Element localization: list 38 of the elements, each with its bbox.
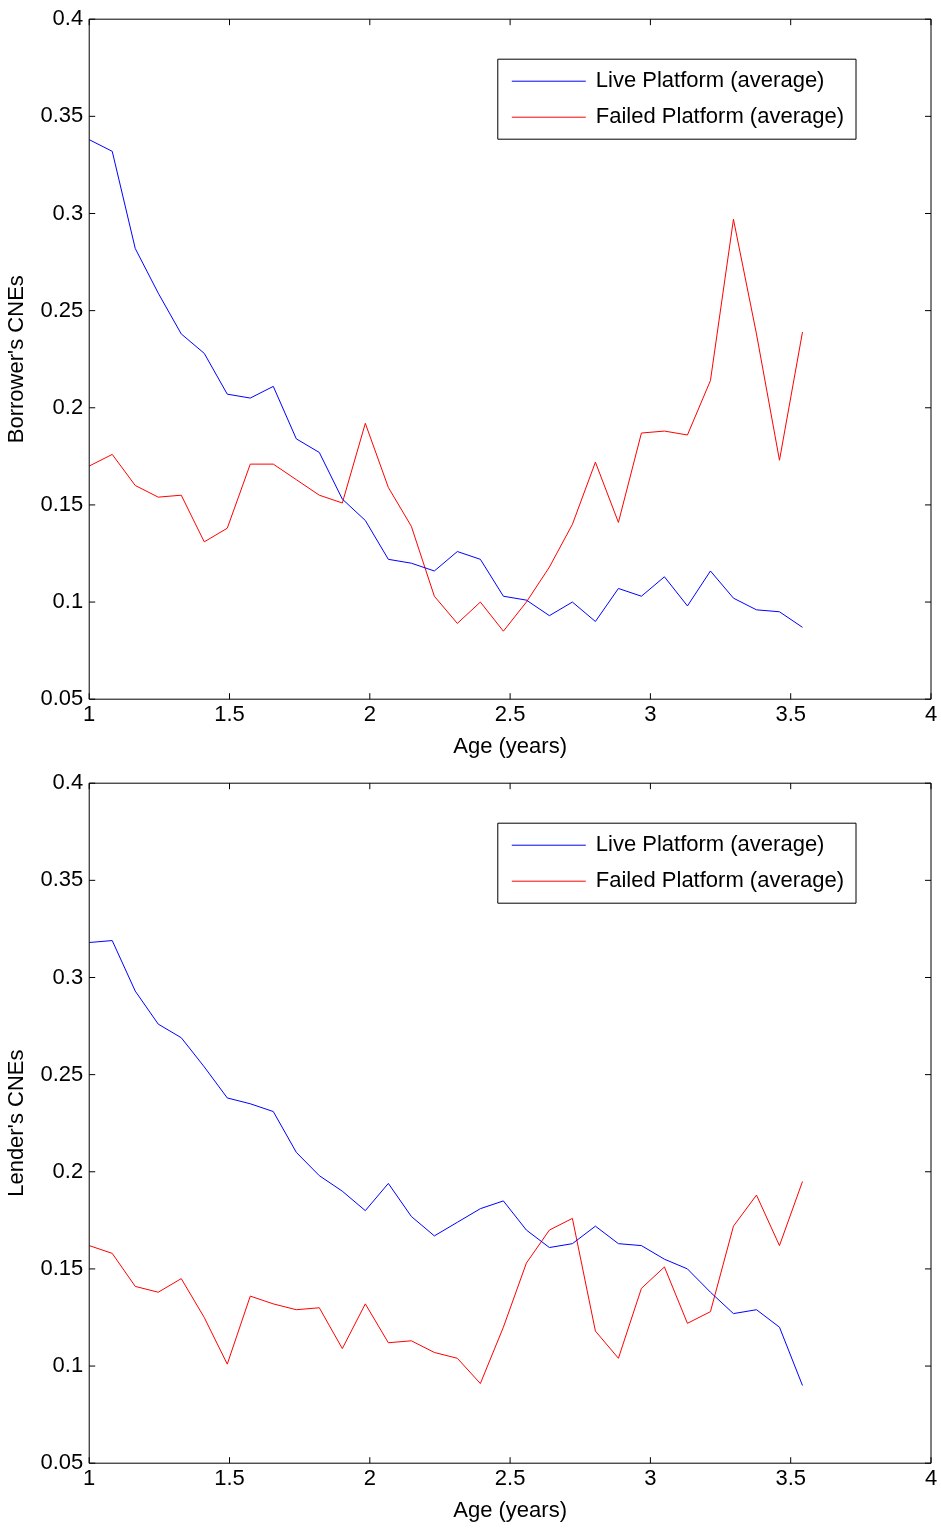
- y-tick-label: 0.4: [52, 769, 84, 795]
- y-tick-label: 0.1: [52, 1352, 84, 1378]
- y-tick-label: 0.05: [40, 685, 84, 711]
- y-tick-label: 0.05: [40, 1449, 84, 1475]
- x-tick-label: 3: [644, 701, 657, 727]
- y-tick-label: 0.1: [52, 588, 84, 614]
- legend-label: Live Platform (average): [595, 67, 825, 93]
- y-tick-label: 0.4: [52, 5, 84, 31]
- y-tick-label: 0.35: [40, 866, 84, 892]
- x-axis-title: Age (years): [453, 732, 567, 758]
- x-tick-label: 4: [924, 701, 938, 727]
- x-tick-label: 1: [83, 1465, 96, 1491]
- y-tick-label: 0.25: [40, 1060, 84, 1086]
- y-axis-title: Borrower's CNEs: [3, 275, 29, 444]
- y-tick-label: 0.15: [40, 1254, 84, 1280]
- y-tick-label: 0.35: [40, 102, 84, 128]
- x-tick-label: 1: [83, 701, 96, 727]
- x-tick-label: 2.5: [494, 701, 526, 727]
- x-tick-label: 3.5: [775, 1465, 806, 1491]
- y-tick-label: 0.25: [40, 296, 84, 322]
- x-tick-label: 2: [363, 1465, 376, 1491]
- x-tick-label: 1.5: [214, 701, 245, 727]
- x-tick-label: 3: [644, 1465, 657, 1491]
- x-tick-label: 4: [924, 1465, 938, 1491]
- y-axis-title: Lender's CNEs: [3, 1049, 29, 1197]
- x-tick-label: 2.5: [494, 1465, 526, 1491]
- x-tick-label: 3.5: [775, 701, 806, 727]
- y-tick-label: 0.15: [40, 490, 84, 516]
- y-tick-label: 0.3: [52, 963, 84, 989]
- x-tick-label: 1.5: [214, 1465, 245, 1491]
- y-tick-label: 0.2: [52, 393, 84, 419]
- x-tick-label: 2: [363, 701, 376, 727]
- legend-label: Live Platform (average): [595, 831, 825, 857]
- x-axis-title: Age (years): [453, 1496, 567, 1522]
- y-tick-label: 0.2: [52, 1157, 84, 1183]
- y-tick-label: 0.3: [52, 199, 84, 225]
- legend-label: Failed Platform (average): [595, 867, 845, 893]
- legend-label: Failed Platform (average): [595, 103, 845, 129]
